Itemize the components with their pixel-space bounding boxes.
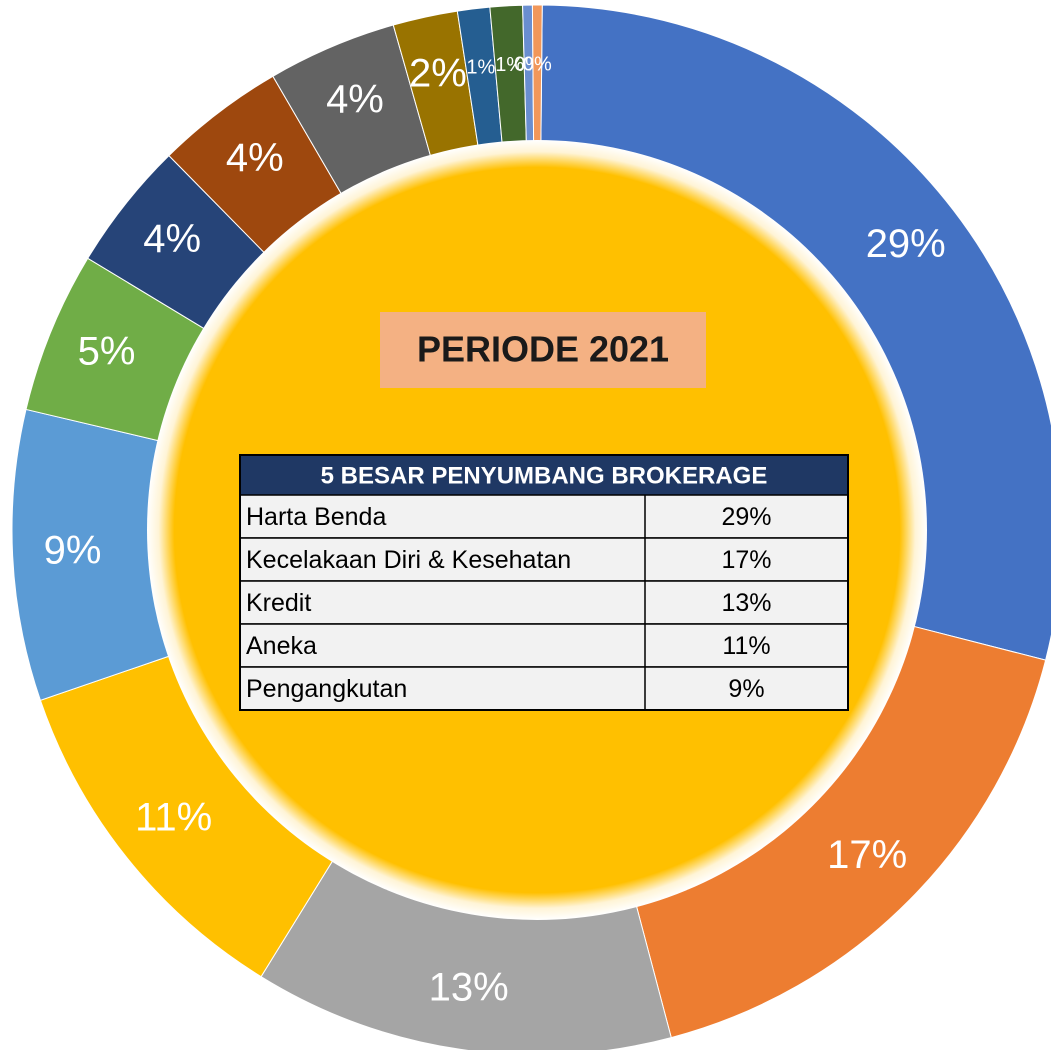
slice-label: 4% <box>226 136 284 180</box>
slice-label: 1% <box>495 54 524 76</box>
row-label: Kredit <box>246 589 311 617</box>
row-label: Kecelakaan Diri & Kesehatan <box>246 546 571 574</box>
row-value: 9% <box>728 675 764 703</box>
donut: 29%17%13%11%9%5%4%4%4%2% 1% 1%0%0% <box>11 4 1051 1050</box>
slice-label: 4% <box>143 217 201 261</box>
slice-label: 4% <box>326 78 384 122</box>
slice-label: 29% <box>866 222 946 266</box>
row-value: 11% <box>722 632 770 660</box>
title-box <box>380 312 706 388</box>
row-label: Harta Benda <box>246 503 386 531</box>
table-title: 5 BESAR PENYUMBANG BROKERAGE <box>321 462 768 489</box>
slice-label: 2% <box>409 51 467 95</box>
table-row <box>239 623 849 668</box>
slice-label: 17% <box>827 833 907 877</box>
slice-label: 5% <box>78 330 136 374</box>
slice-label: 9% <box>44 528 102 572</box>
slice-label: 1% <box>466 57 495 79</box>
row-label: Pengangkutan <box>246 675 407 703</box>
table: 5 BESAR PENYUMBANG BROKERAGE Harta Benda 2… <box>239 454 849 711</box>
slice-label: 13% <box>429 966 509 1010</box>
table-row <box>239 494 849 539</box>
slice-label: 0% <box>523 53 552 75</box>
table-border <box>239 454 849 711</box>
row-value: 17% <box>721 546 771 574</box>
table-header <box>240 455 848 495</box>
slice-label: 11% <box>135 796 212 840</box>
row-value: 29% <box>721 503 771 531</box>
row-value: 13% <box>721 589 771 617</box>
chart-title: PERIODE 2021 <box>417 329 669 370</box>
row-label: Aneka <box>246 632 317 660</box>
